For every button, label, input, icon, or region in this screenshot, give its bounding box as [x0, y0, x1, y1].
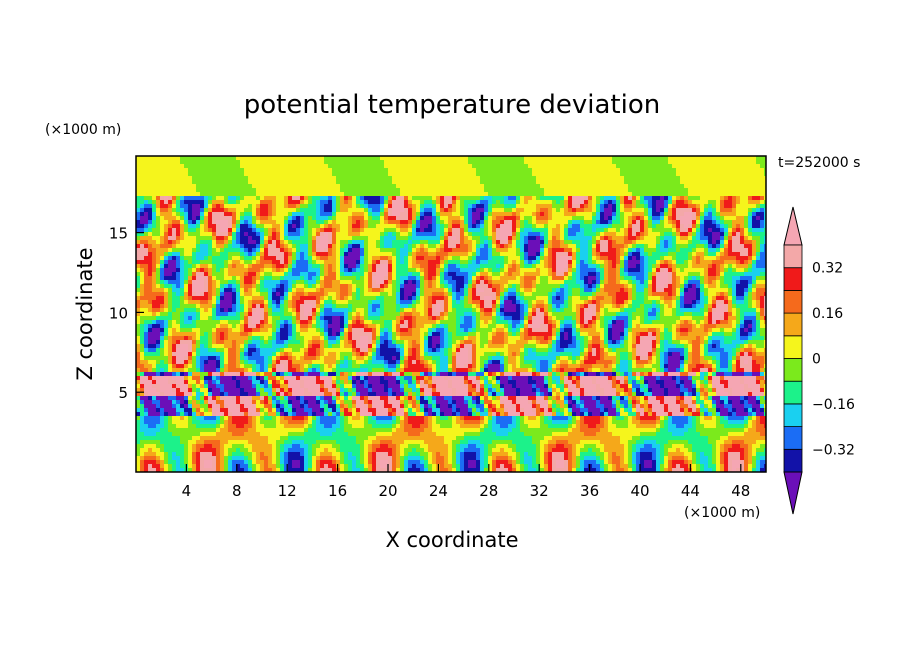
x-tick-label: 32	[530, 482, 549, 500]
y-axis: 5 10 15	[109, 225, 144, 402]
colorbar-bin	[783, 358, 803, 382]
time-label: t=252000 s	[778, 155, 860, 171]
x-tick-label: 28	[479, 482, 498, 500]
colorbar-bin	[783, 335, 803, 359]
y-unit-label: (×1000 m)	[45, 122, 121, 138]
x-tick-label: 8	[232, 482, 242, 500]
colorbar-bin	[783, 426, 803, 450]
heatmap-field	[136, 156, 766, 472]
x-tick-label: 48	[731, 482, 750, 500]
colorbar-tick-label: −0.16	[812, 397, 855, 413]
colorbar-extend-top	[783, 206, 803, 246]
x-tick-label: 20	[378, 482, 397, 500]
x-tick-label: 16	[328, 482, 347, 500]
y-tick-label: 15	[109, 225, 128, 243]
x-unit-label: (×1000 m)	[684, 505, 760, 521]
colorbar-tick-label: 0.32	[812, 261, 843, 277]
x-tick-label: 24	[429, 482, 448, 500]
y-tick-label: 5	[118, 384, 128, 402]
plot-frame	[135, 155, 767, 473]
colorbar-bin	[783, 448, 803, 473]
colorbar-bin	[783, 244, 803, 269]
chart-title: potential temperature deviation	[244, 90, 660, 120]
colorbar-bin	[783, 267, 803, 291]
colorbar-tick-label: 0	[812, 352, 821, 368]
x-tick-label: 4	[182, 482, 192, 500]
x-axis: 4 8 12 16 20 24 28 32 36 40 44 48	[182, 464, 750, 500]
colorbar-extend-bottom	[783, 471, 803, 515]
x-tick-label: 12	[278, 482, 297, 500]
colorbar-bin	[783, 289, 803, 314]
colorbar-tick-label: −0.32	[812, 442, 855, 458]
colorbar-bin	[783, 403, 803, 427]
colorbar-bin	[783, 312, 803, 337]
x-tick-label: 40	[630, 482, 649, 500]
y-tick-label: 10	[109, 304, 128, 322]
y-axis-label: Z coordinate	[73, 247, 97, 380]
x-tick-label: 44	[681, 482, 700, 500]
colorbar-tick-label: 0.16	[812, 306, 843, 322]
colorbar: −0.32 −0.16 0 0.16 0.32	[783, 206, 855, 515]
x-axis-label: X coordinate	[385, 528, 518, 552]
colorbar-bin	[783, 380, 803, 405]
x-tick-label: 36	[580, 482, 599, 500]
